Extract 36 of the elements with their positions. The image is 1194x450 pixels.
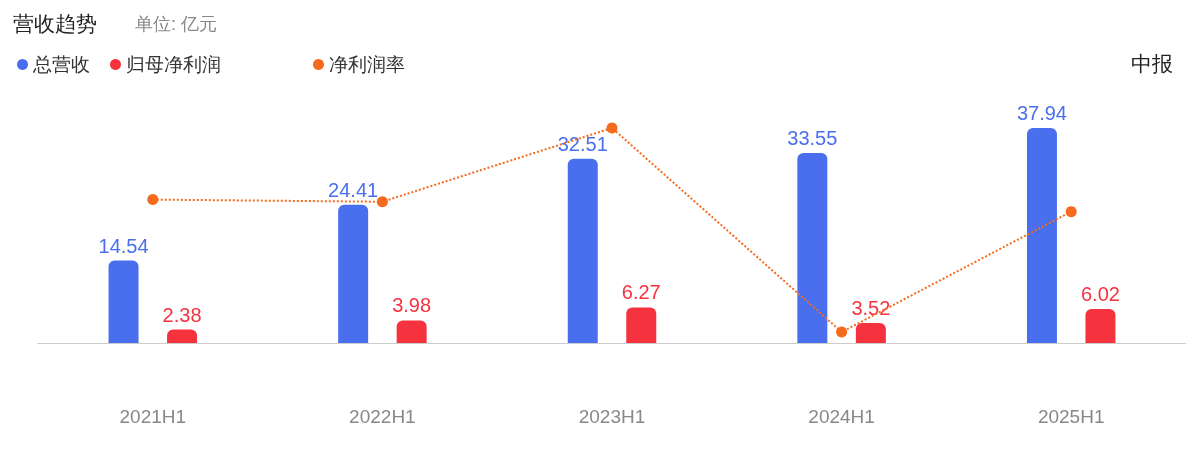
x-tick-label: 2024H1 (808, 406, 875, 427)
bar (1085, 308, 1116, 343)
data-label: 6.02 (1080, 282, 1120, 305)
point (1065, 206, 1077, 218)
x-tick-label: 2021H1 (119, 406, 187, 427)
x-tick-label: 2022H1 (349, 406, 416, 427)
bar (108, 260, 139, 343)
data-label: 3.98 (392, 294, 432, 317)
data-label: 14.54 (98, 234, 149, 257)
data-label: 37.94 (1016, 102, 1067, 124)
bar (855, 323, 886, 343)
chart-title: 营收趋势 (13, 12, 97, 35)
point (147, 194, 159, 206)
bar (338, 204, 369, 343)
point (376, 196, 388, 208)
chart-subtitle: 单位: 亿元 (135, 14, 218, 34)
x-tick-label: 2025H1 (1037, 406, 1105, 427)
bar (1026, 128, 1057, 343)
text: 中报 (1131, 52, 1173, 75)
data-label: 32.51 (557, 132, 608, 155)
legend-label: 净利润率 (329, 54, 405, 75)
legend-label: 总营收 (32, 54, 90, 75)
bar (167, 329, 198, 343)
bar (626, 307, 657, 343)
bar (567, 158, 598, 343)
data-label: 3.52 (851, 297, 891, 320)
data-label: 6.27 (621, 281, 661, 304)
bar (797, 152, 828, 343)
data-label: 33.55 (787, 126, 838, 149)
point (606, 122, 618, 134)
point (836, 326, 848, 338)
data-label: 24.41 (328, 178, 379, 201)
data-label: 2.38 (162, 303, 202, 326)
bar (396, 320, 427, 343)
legend-label: 归母净利润 (126, 54, 221, 75)
x-tick-label: 2023H1 (578, 406, 646, 427)
